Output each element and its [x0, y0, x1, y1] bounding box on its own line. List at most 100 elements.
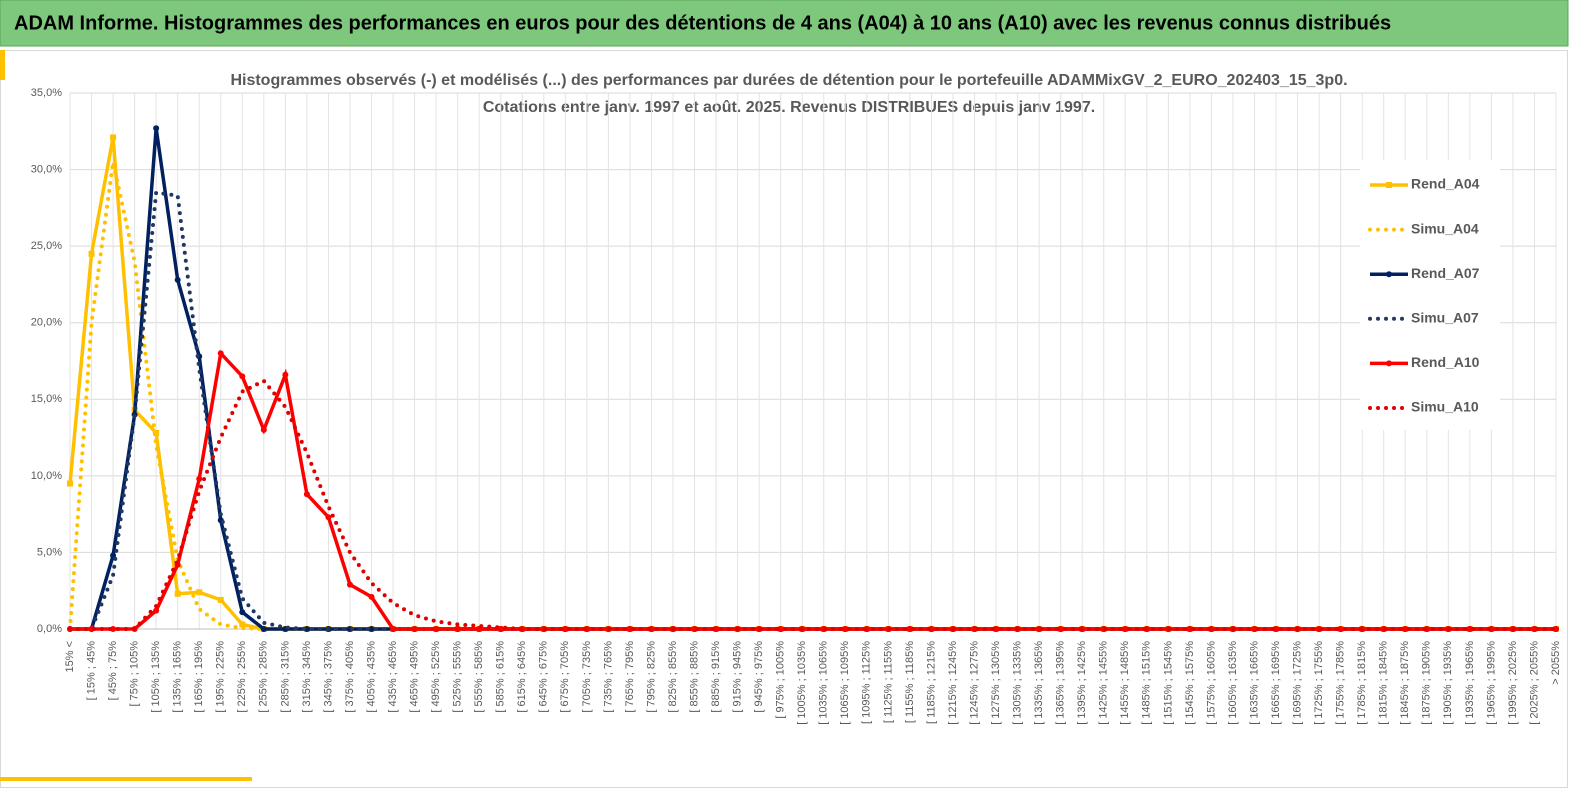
marker	[217, 350, 224, 357]
marker	[153, 125, 160, 132]
legend: Rend_A04 Simu_A04 Rend_A07 Simu_A07 Rend_A10…	[1360, 160, 1500, 430]
x-tick-label: [ 345% ; 375%	[322, 641, 334, 713]
marker	[497, 626, 504, 632]
chart-subtitle: Cotations entre janv. 1997 et août. 2025…	[483, 99, 1095, 116]
x-tick-label: [ 1935% ; 1965%	[1464, 641, 1476, 725]
marker	[303, 491, 310, 498]
x-tick-label: [ 1035% ; 1065%	[818, 641, 830, 725]
y-tick-label: 25,0%	[31, 240, 62, 252]
x-tick-label: [ 1335% ; 1365%	[1033, 641, 1045, 725]
x-tick-label: [ 405% ; 435%	[365, 641, 377, 713]
x-tick-label: [ 285% ; 315%	[279, 641, 291, 713]
x-tick-label: [ 1275% ; 1305%	[990, 641, 1002, 725]
header-band	[0, 0, 1569, 47]
x-tick-label: [ 1605% ; 1635%	[1227, 641, 1239, 725]
x-tick-label: [ 495% ; 525%	[430, 641, 442, 713]
marker	[325, 514, 332, 521]
header-title: ADAM Informe. Histogrammes des performan…	[14, 12, 1391, 34]
marker	[1122, 626, 1129, 632]
x-tick-label: [ 1995% ; 2025%	[1507, 641, 1519, 725]
accent	[0, 777, 252, 781]
x-tick-label: [ 45% ; 75%	[107, 641, 119, 701]
x-tick-label: [ 1635% ; 1665%	[1248, 641, 1260, 725]
x-tick-label: [ 465% ; 495%	[408, 641, 420, 713]
chart-frame	[0, 50, 1568, 788]
marker	[174, 276, 181, 283]
x-tick-label: [ 1185% ; 1215%	[925, 641, 937, 724]
x-tick-label: [ 375% ; 405%	[344, 641, 356, 713]
x-tick-label: [ 1665% ; 1695%	[1270, 641, 1282, 725]
y-tick-label: 20,0%	[31, 317, 62, 329]
y-tick-label: 0,0%	[37, 623, 62, 635]
x-tick-label: [ 735% ; 765%	[602, 641, 614, 713]
x-tick-label: [ 1785% ; 1815%	[1356, 641, 1368, 725]
series-line	[68, 378, 1558, 631]
x-tick-label: 15% <	[64, 641, 76, 673]
y-tick-label: 15,0%	[31, 393, 62, 405]
marker	[239, 373, 246, 380]
marker	[454, 626, 461, 632]
x-tick-label: [ 1965% ; 1995%	[1485, 641, 1497, 725]
marker	[196, 475, 203, 482]
marker	[217, 596, 224, 603]
x-tick-label: [ 1575% ; 1605%	[1205, 641, 1217, 725]
marker	[239, 609, 246, 616]
marker	[174, 590, 181, 597]
x-tick-label: [ 945% ; 975%	[753, 641, 765, 713]
marker	[346, 581, 353, 588]
legend-label: Rend_A10	[1411, 354, 1480, 370]
x-tick-label: > 2055%	[1550, 641, 1562, 685]
x-tick-label: [ 1425% ; 1455%	[1098, 641, 1110, 725]
x-tick-label: [ 1155% ; 1185%	[904, 641, 916, 723]
x-tick-label: [ 1485% ; 1515%	[1141, 641, 1153, 725]
x-tick-label: [ 1305% ; 1335%	[1012, 641, 1024, 725]
x-tick-label: [ 975% ; 1005%	[775, 641, 787, 719]
x-tick-label: [ 225% ; 255%	[236, 641, 248, 713]
x-tick-label: [ 15% ; 45%	[85, 641, 97, 701]
marker	[842, 626, 849, 632]
x-tick-label: [ 675% ; 705%	[559, 641, 571, 713]
x-tick-label: [ 1815% ; 1845%	[1378, 641, 1390, 725]
marker	[260, 426, 267, 433]
marker	[260, 626, 267, 632]
x-tick-label: [ 525% ; 555%	[452, 641, 464, 713]
legend-label: Rend_A04	[1411, 176, 1480, 192]
x-tick-label: [ 1095% ; 1125%	[861, 641, 873, 724]
legend-marker	[1386, 360, 1392, 367]
x-tick-label: [ 645% ; 675%	[538, 641, 550, 713]
x-tick-label: [ 795% ; 825%	[645, 641, 657, 713]
legend-label: Simu_A04	[1411, 220, 1479, 236]
x-tick-label: [ 705% ; 735%	[581, 641, 593, 713]
marker	[433, 626, 440, 632]
x-tick-label: [ 255% ; 285%	[258, 641, 270, 713]
x-tick-label: [ 915% ; 945%	[732, 641, 744, 713]
x-tick-label: [ 765% ; 795%	[624, 641, 636, 713]
marker	[88, 250, 95, 257]
marker	[368, 626, 375, 632]
y-tick-label: 10,0%	[31, 470, 62, 482]
marker	[1273, 626, 1280, 632]
x-tick-label: [ 1725% ; 1755%	[1313, 641, 1325, 725]
marker	[196, 589, 203, 596]
x-tick-label: [ 195% ; 225%	[215, 641, 227, 713]
x-tick-label: [ 1695% ; 1725%	[1291, 641, 1303, 725]
x-tick-label: [ 1905% ; 1935%	[1442, 641, 1454, 725]
y-tick-label: 30,0%	[31, 163, 62, 175]
x-tick-label: [ 135% ; 165%	[172, 641, 184, 713]
marker	[110, 626, 117, 632]
x-tick-label: [ 1875% ; 1905%	[1421, 641, 1433, 725]
legend-marker	[1386, 182, 1392, 188]
marker	[562, 626, 569, 632]
x-tick-label: [ 1395% ; 1425%	[1076, 641, 1088, 725]
x-tick-label: [ 435% ; 465%	[387, 641, 399, 713]
marker	[1057, 626, 1064, 632]
x-tick-label: [ 1245% ; 1275%	[968, 641, 980, 725]
x-tick-label: [ 75% ; 105%	[129, 641, 141, 707]
marker	[368, 593, 375, 600]
legend-label: Simu_A07	[1411, 310, 1479, 326]
x-tick-label: [ 1065% ; 1095%	[839, 641, 851, 725]
x-tick-label: [ 1125% ; 1155%	[882, 641, 894, 723]
x-tick-label: [ 2025% ; 2055%	[1528, 641, 1540, 725]
x-tick-label: [ 855% ; 885%	[688, 641, 700, 713]
